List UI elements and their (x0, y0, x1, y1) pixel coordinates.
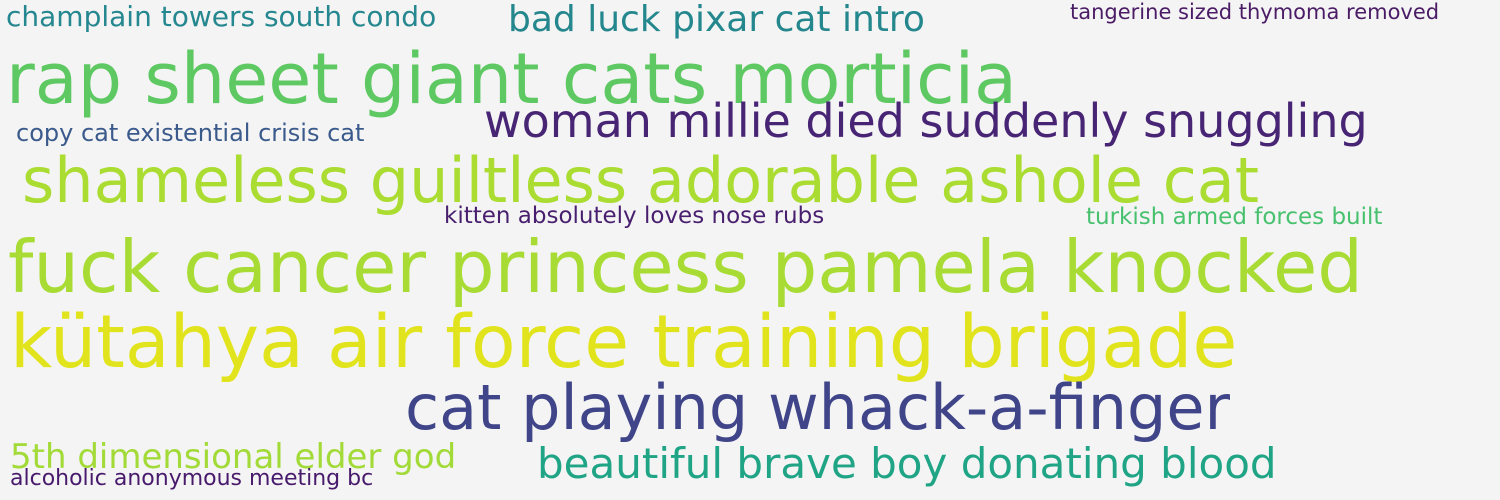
word-shameless-guiltless-adorable-ashole-cat: shameless guiltless adorable ashole cat (22, 144, 1260, 217)
word-beautiful-brave-boy-donating-blood: beautiful brave boy donating blood (537, 439, 1277, 488)
word-rap-sheet-giant-cats-morticia: rap sheet giant cats morticia (6, 38, 1017, 120)
word-woman-millie-died-suddenly-snuggling: woman millie died suddenly snuggling (484, 94, 1368, 148)
word-tangerine-sized-thymoma-removed: tangerine sized thymoma removed (1070, 0, 1440, 24)
word-cat-playing-whack-a-finger: cat playing whack-a-finger (405, 371, 1231, 444)
word-5th-dimensional-elder-god: 5th dimensional elder god (10, 437, 457, 477)
word-bad-luck-pixar-cat-intro: bad luck pixar cat intro (508, 0, 925, 40)
word-kitten-absolutely-loves-nose-rubs: kitten absolutely loves nose rubs (444, 203, 825, 229)
word-champlain-towers-south-condo: champlain towers south condo (6, 0, 437, 33)
word-copy-cat-existential-crisis-cat: copy cat existential crisis cat (16, 119, 365, 147)
word-fuck-cancer-princess-pamela-knocked: fuck cancer princess pamela knocked (8, 225, 1363, 309)
word-kutahya-air-force-training-brigade: kütahya air force training brigade (10, 300, 1238, 385)
word-turkish-armed-forces-built: turkish armed forces built (1086, 204, 1383, 230)
word-alcoholic-anonymous-meeting-bc: alcoholic anonymous meeting bc (10, 466, 374, 491)
